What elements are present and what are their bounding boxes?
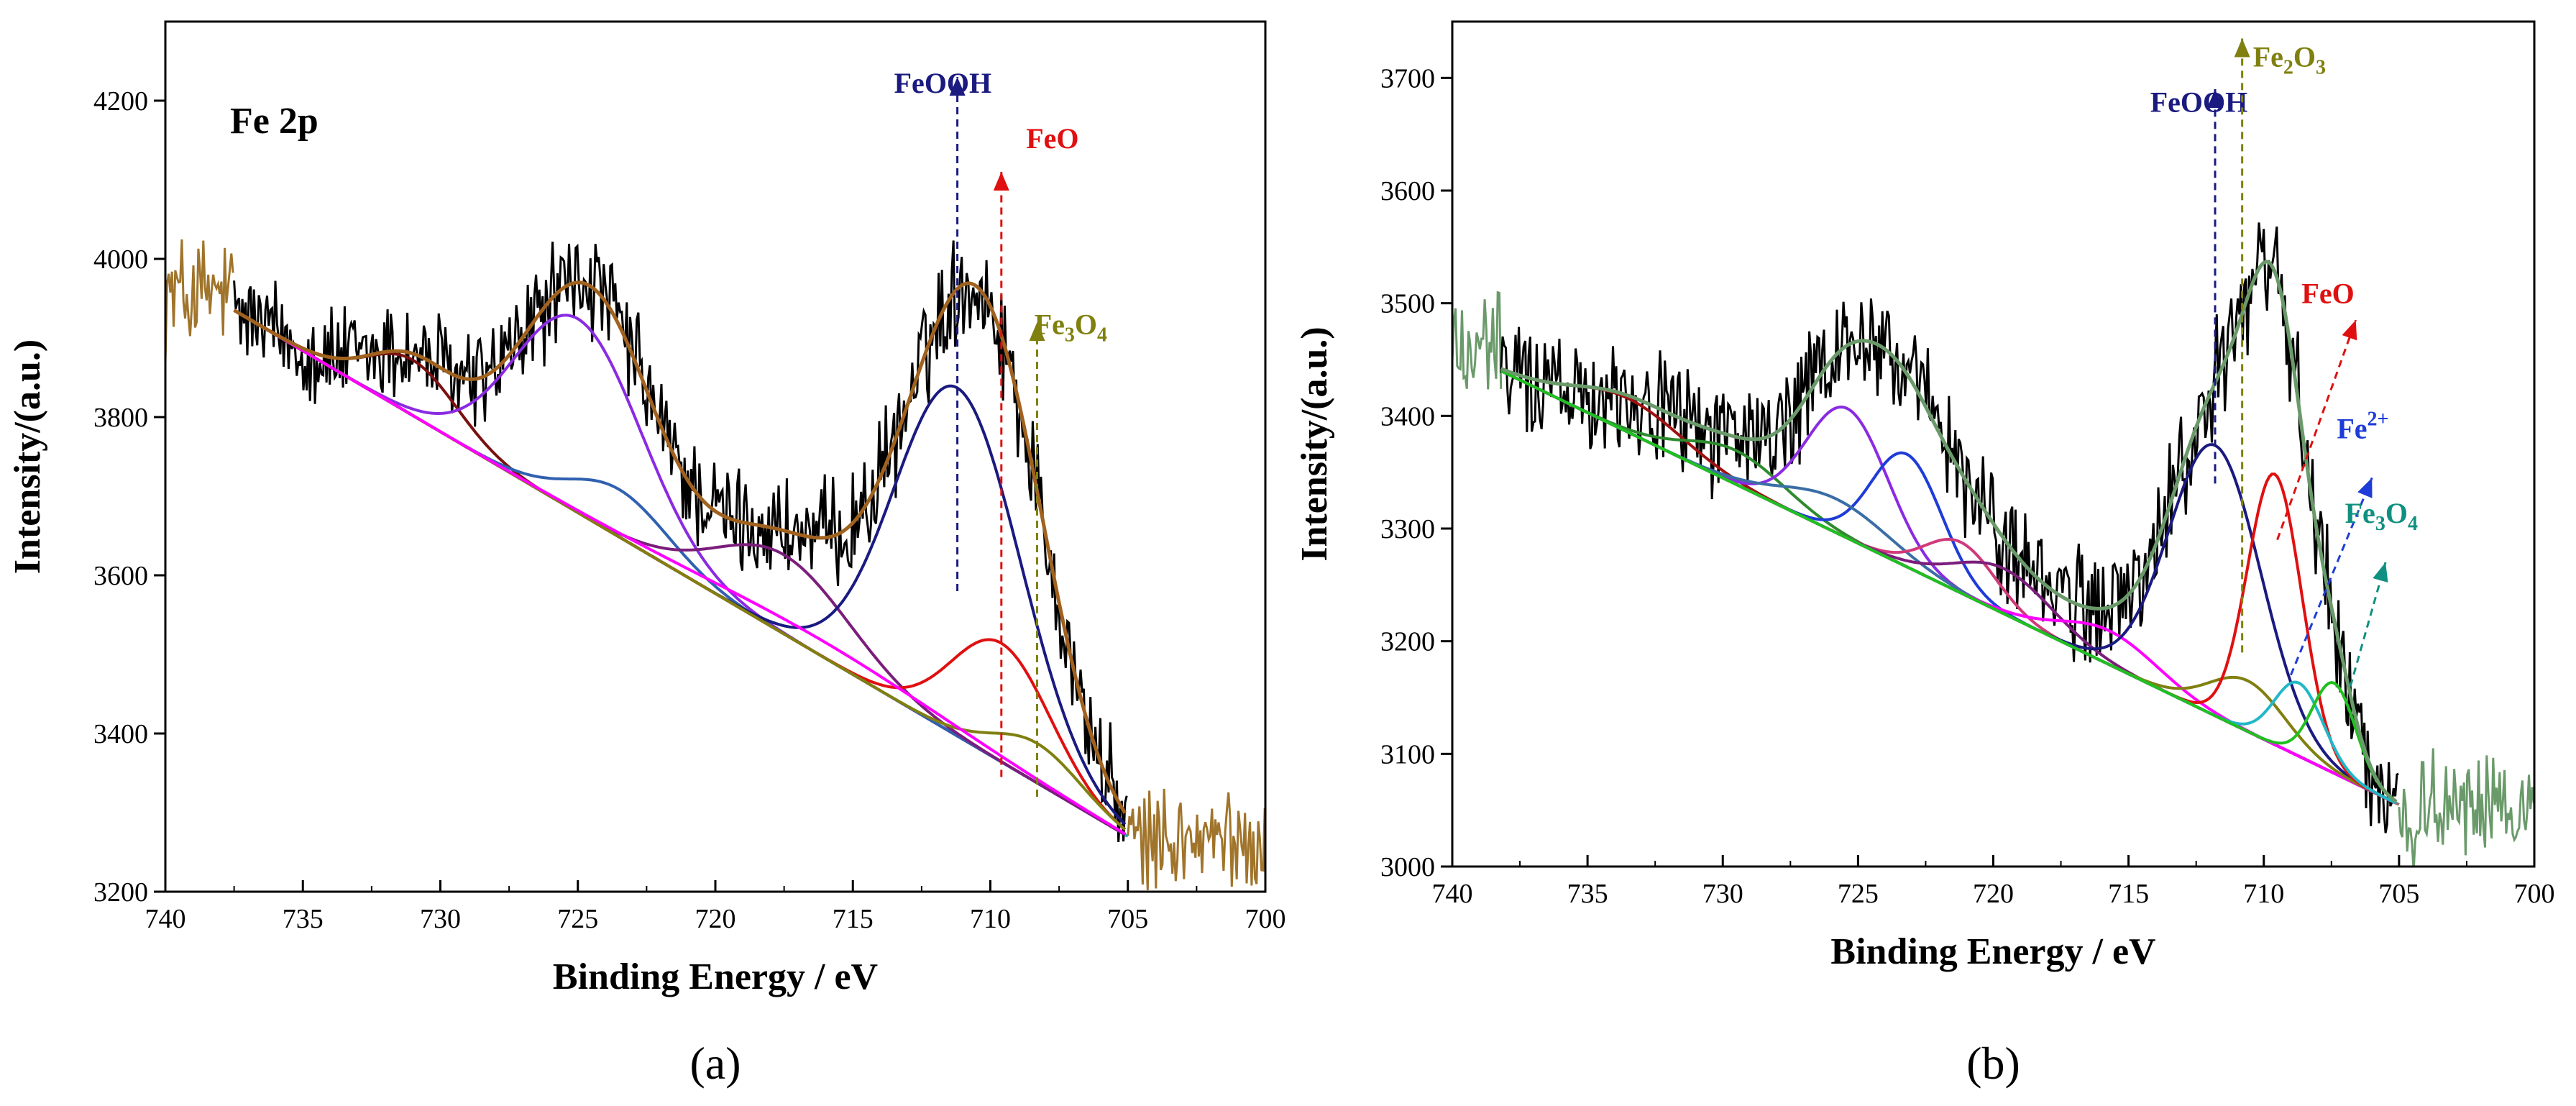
annotation-label: FeO bbox=[1026, 122, 1078, 155]
y-tick-label: 3800 bbox=[93, 403, 148, 433]
x-tick-label: 720 bbox=[695, 904, 736, 934]
component-peak-7 bbox=[233, 309, 1126, 836]
x-tick-label: 725 bbox=[557, 904, 598, 934]
component-peak-12 bbox=[1500, 369, 2398, 803]
envelope-fit bbox=[1500, 260, 2398, 803]
annotation-arrow bbox=[2276, 319, 2357, 541]
plot-frame bbox=[1451, 20, 2536, 868]
y-tick-label: 4200 bbox=[93, 86, 148, 116]
raw-data-right bbox=[1127, 788, 1265, 891]
x-tick-label: 700 bbox=[1245, 904, 1286, 934]
annotation-label: Fe2O3 bbox=[2253, 41, 2326, 79]
y-tick-label: 3600 bbox=[1380, 176, 1435, 206]
x-tick-label: 740 bbox=[1432, 879, 1473, 909]
x-tick-label: 730 bbox=[1702, 879, 1743, 909]
annotation-arrowhead bbox=[993, 172, 1009, 191]
panel-a: 740 735 730 725 720 715 710 705 700 3200 3400 3600 3… bbox=[7, 20, 1286, 1089]
x-tick-label: 700 bbox=[2514, 879, 2555, 909]
annotation-label: Fe3O4 bbox=[1035, 309, 1107, 347]
y-tick-label: 3500 bbox=[1380, 289, 1435, 319]
panel-label: (a) bbox=[689, 1038, 741, 1089]
annotation-arrow bbox=[2289, 477, 2373, 676]
x-tick-label: 720 bbox=[1973, 879, 2014, 909]
annotation-arrowhead bbox=[2357, 477, 2373, 498]
x-tick-label: 730 bbox=[420, 904, 461, 934]
y-tick-label: 4000 bbox=[93, 244, 148, 275]
y-axis-title: Intensity/(a.u.) bbox=[7, 339, 48, 574]
x-tick-label: 715 bbox=[833, 904, 874, 934]
panel-b: 740 735 730 725 720 715 710 705 700 3000 3100 3200 3… bbox=[1294, 20, 2555, 1089]
y-axis-title: Intensity/(a.u.) bbox=[1294, 326, 1335, 561]
y-tick-label: 3000 bbox=[1380, 852, 1435, 882]
annotation-arrowhead bbox=[2373, 562, 2388, 583]
plot-area bbox=[1452, 222, 2534, 867]
y-tick-label: 3400 bbox=[93, 719, 148, 749]
y-tick-label: 3600 bbox=[93, 561, 148, 591]
annotation-label: Fe3O4 bbox=[2345, 497, 2418, 535]
annotation-arrowhead bbox=[2234, 38, 2250, 58]
raw-data bbox=[233, 240, 1128, 842]
y-tick-label: 3300 bbox=[1380, 514, 1435, 544]
plot-area bbox=[165, 239, 1265, 891]
x-tick-label: 715 bbox=[2108, 879, 2149, 909]
annotation-arrowhead bbox=[1029, 322, 1045, 341]
y-tick-label: 3700 bbox=[1380, 63, 1435, 93]
y-tick-label: 3200 bbox=[93, 877, 148, 908]
annotation-arrowhead bbox=[2207, 89, 2224, 108]
x-tick-label: 710 bbox=[2243, 879, 2284, 909]
x-tick-label: 735 bbox=[283, 904, 324, 934]
raw-data bbox=[1500, 222, 2399, 833]
annotation-arrowhead bbox=[949, 77, 966, 96]
x-tick-label: 740 bbox=[145, 904, 186, 934]
raw-data-right bbox=[2398, 748, 2534, 867]
envelope-fit bbox=[233, 280, 1127, 814]
x-tick-label: 725 bbox=[1838, 879, 1879, 909]
y-tick-label: 3100 bbox=[1380, 739, 1435, 769]
x-tick-label: 705 bbox=[1107, 904, 1148, 934]
panel-title: Fe 2p bbox=[230, 101, 318, 142]
annotation-label: FeOOH bbox=[2150, 86, 2248, 118]
x-tick-label: 705 bbox=[2378, 879, 2419, 909]
y-tick-label: 3400 bbox=[1380, 401, 1435, 431]
annotation-arrow bbox=[2349, 562, 2387, 687]
x-tick-label: 735 bbox=[1567, 879, 1608, 909]
annotation-label: FeOOH bbox=[894, 67, 992, 99]
x-axis-title: Binding Energy / eV bbox=[1830, 931, 2155, 972]
x-tick-label: 710 bbox=[970, 904, 1011, 934]
annotation-label: FeO bbox=[2301, 278, 2354, 310]
annotation-arrowhead bbox=[2342, 320, 2357, 341]
raw-data-left bbox=[1452, 291, 1503, 390]
x-axis-title: Binding Energy / eV bbox=[553, 956, 878, 997]
panel-label: (b) bbox=[1966, 1038, 2020, 1089]
raw-data-left bbox=[165, 239, 234, 364]
y-tick-label: 3200 bbox=[1380, 627, 1435, 657]
annotation-label: Fe2+ bbox=[2337, 408, 2388, 445]
